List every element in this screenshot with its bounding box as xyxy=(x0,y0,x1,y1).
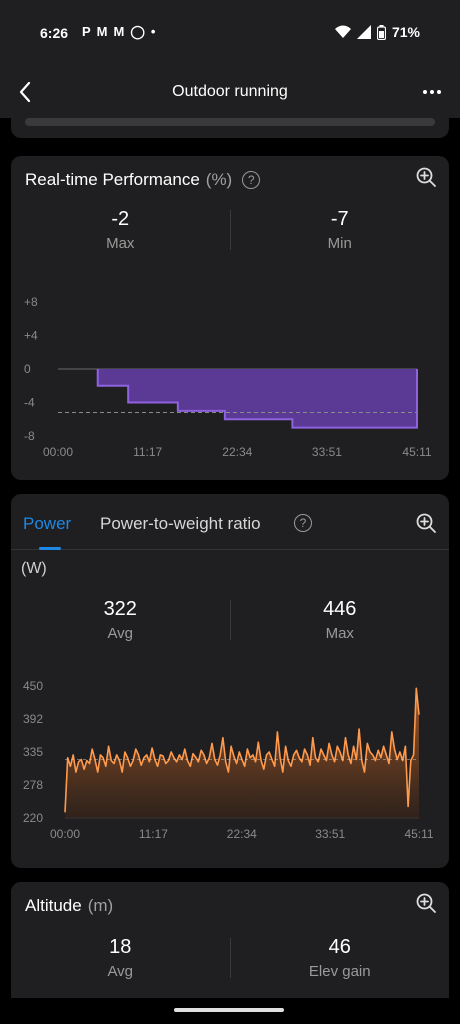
stat-label: Max xyxy=(106,235,135,252)
stat-label: Min xyxy=(327,235,352,252)
x-tick-label: 11:17 xyxy=(139,827,168,841)
power-stat-avg: 322 Avg xyxy=(11,598,230,642)
y-tick-label: +8 xyxy=(24,295,38,309)
performance-stats: -2 Max -7 Min xyxy=(11,208,449,252)
help-icon[interactable]: ? xyxy=(294,514,312,532)
stat-value: -7 xyxy=(330,208,349,230)
power-unit: (W) xyxy=(21,560,47,577)
stat-label: Elev gain xyxy=(308,963,371,980)
x-tick-label: 00:00 xyxy=(43,445,73,459)
y-tick-label: +4 xyxy=(24,329,38,343)
home-indicator xyxy=(174,1008,284,1012)
more-options-icon[interactable] xyxy=(418,78,446,106)
status-bar: 6:26 P M M ◯ • 71% xyxy=(0,0,460,66)
performance-stat-min: -7 Min xyxy=(231,208,450,252)
altitude-title: Altitude (m) xyxy=(25,896,113,916)
power-card: Power Power-to-weight ratio ? (W) 322 Av… xyxy=(11,494,449,868)
page-title: Outdoor running xyxy=(172,83,288,100)
tab-power-to-weight[interactable]: Power-to-weight ratio xyxy=(100,514,261,533)
altitude-unit: (m) xyxy=(87,896,114,915)
zoom-in-icon[interactable] xyxy=(415,892,437,914)
paypal-icon: P xyxy=(82,24,91,39)
stat-value: 18 xyxy=(109,936,132,958)
y-tick-label: 220 xyxy=(23,811,43,825)
y-tick-label: 278 xyxy=(23,778,43,792)
x-tick-label: 22:34 xyxy=(227,827,257,841)
system-icons: 71% xyxy=(334,24,420,40)
stat-divider xyxy=(229,938,231,978)
performance-title: Real-time Performance (%) ? xyxy=(25,170,261,190)
x-tick-label: 45:11 xyxy=(402,445,431,459)
zoom-in-icon[interactable] xyxy=(415,512,437,534)
battery-icon xyxy=(376,24,386,40)
performance-stat-max: -2 Max xyxy=(11,208,230,252)
x-tick-label: 33:51 xyxy=(312,445,342,459)
power-tabs: Power Power-to-weight ratio ? xyxy=(11,494,449,550)
y-tick-label: 335 xyxy=(23,745,43,759)
x-tick-label: 00:00 xyxy=(50,827,80,841)
stat-label: Avg xyxy=(107,963,134,980)
performance-card: Real-time Performance (%) ? -2 Max -7 Mi… xyxy=(11,156,449,480)
signal-icon xyxy=(356,25,371,39)
x-tick-label: 11:17 xyxy=(133,445,162,459)
help-icon[interactable]: ? xyxy=(242,171,261,189)
previous-card xyxy=(11,118,449,138)
gmail-icon: M xyxy=(113,24,125,39)
y-tick-label: 392 xyxy=(23,712,43,726)
performance-unit: (%) xyxy=(205,170,233,189)
stat-value: 322 xyxy=(103,598,137,620)
app-header: Outdoor running xyxy=(0,66,460,118)
x-tick-label: 22:34 xyxy=(222,445,252,459)
dot-icon: • xyxy=(150,24,156,39)
y-tick-label: -8 xyxy=(24,429,35,443)
progress-track xyxy=(25,118,435,126)
y-tick-label: 0 xyxy=(24,362,31,376)
altitude-card: Altitude (m) 18 Avg 46 Elev gain xyxy=(11,882,449,998)
shield-icon: ◯ xyxy=(130,24,145,39)
altitude-stats: 18 Avg 46 Elev gain xyxy=(11,936,449,980)
stat-divider xyxy=(229,210,231,250)
stat-divider xyxy=(229,600,231,640)
gmail-icon: M xyxy=(96,24,108,39)
power-area xyxy=(65,688,419,818)
stat-value: -2 xyxy=(111,208,130,230)
stat-label: Avg xyxy=(107,625,134,642)
back-arrow-icon[interactable] xyxy=(12,78,40,106)
performance-title-text: Real-time Performance xyxy=(25,170,200,189)
x-tick-label: 33:51 xyxy=(315,827,345,841)
performance-chart: +8 +4 0 -4 -8 00:00 11:17 22:34 33:51 45:11 xyxy=(24,295,432,459)
altitude-title-text: Altitude xyxy=(25,896,82,915)
altitude-stat-elev-gain: 46 Elev gain xyxy=(231,936,450,980)
y-tick-label: -4 xyxy=(24,396,35,410)
power-stats: 322 Avg 446 Max xyxy=(11,598,449,642)
stat-value: 446 xyxy=(323,598,357,620)
power-chart: 450 392 335 278 220 00:00 11:17 22:34 33:51 45:11 xyxy=(23,679,434,841)
power-stat-max: 446 Max xyxy=(231,598,450,642)
performance-line xyxy=(96,369,418,429)
zoom-in-icon[interactable] xyxy=(415,166,437,188)
performance-area xyxy=(97,369,417,428)
notification-icons: P M M ◯ • xyxy=(82,24,155,40)
tab-indicator xyxy=(39,547,61,550)
status-time: 6:26 xyxy=(40,25,69,41)
x-tick-label: 45:11 xyxy=(404,827,433,841)
tab-power[interactable]: Power xyxy=(23,514,72,533)
scroll-content[interactable]: Real-time Performance (%) ? -2 Max -7 Mi… xyxy=(0,118,460,998)
stat-label: Max xyxy=(325,625,354,642)
wifi-icon xyxy=(334,25,351,38)
battery-percent: 71% xyxy=(391,24,420,40)
altitude-stat-avg: 18 Avg xyxy=(11,936,230,980)
y-tick-label: 450 xyxy=(23,679,43,693)
stat-value: 46 xyxy=(328,936,351,958)
